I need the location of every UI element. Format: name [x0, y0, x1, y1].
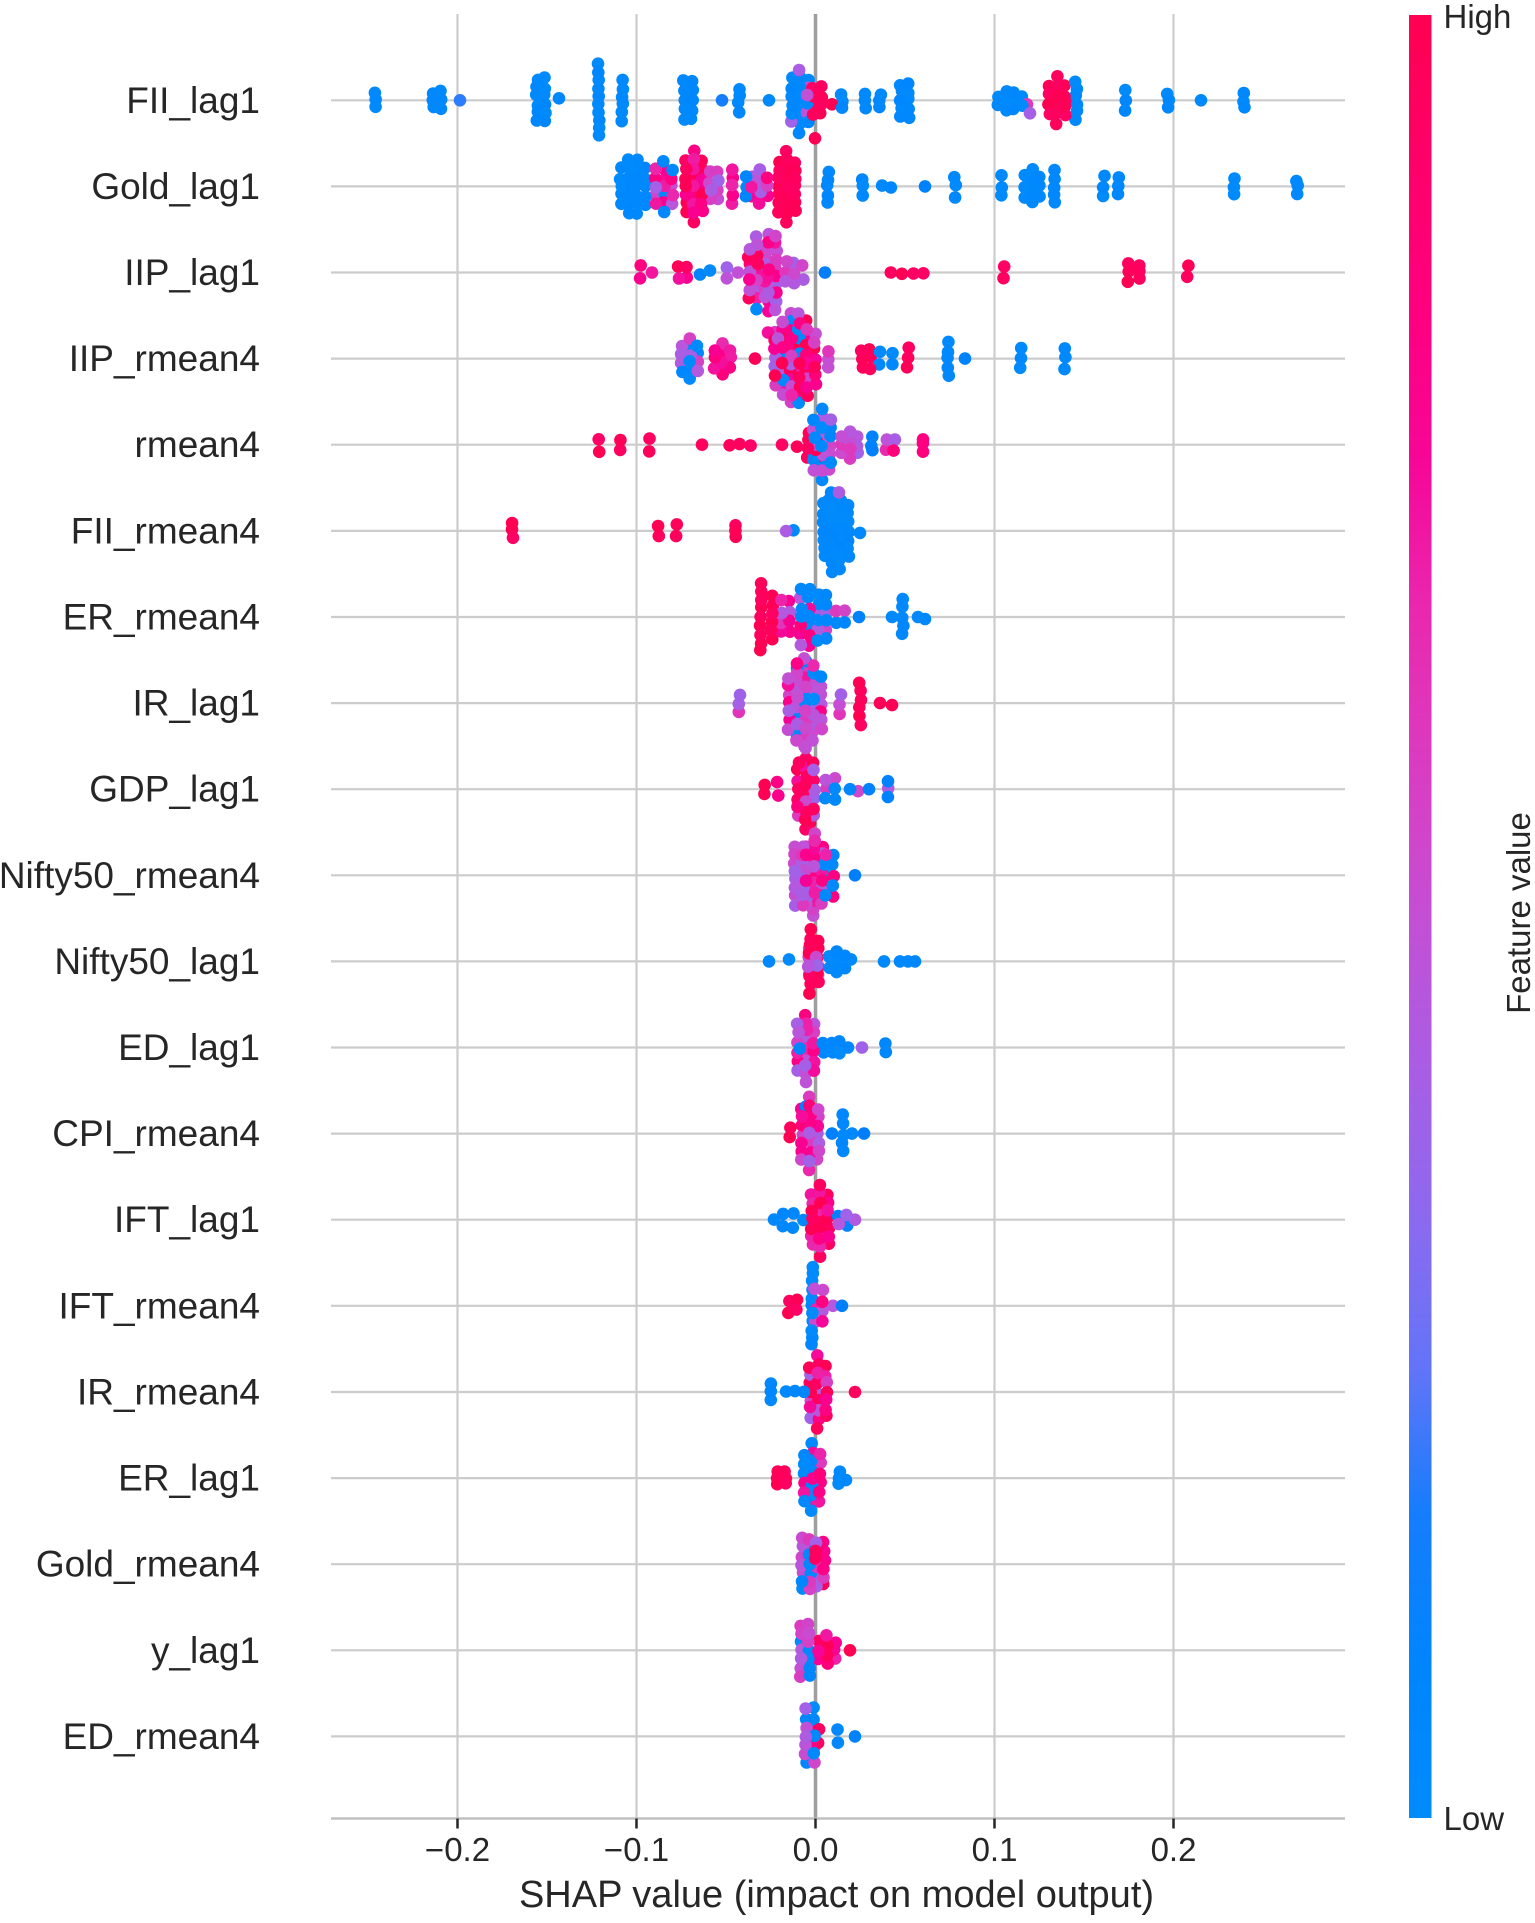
svg-text:−0.2: −0.2	[425, 1831, 490, 1868]
svg-text:IR_rmean4: IR_rmean4	[77, 1372, 260, 1413]
svg-text:IFT_lag1: IFT_lag1	[114, 1199, 260, 1240]
svg-text:High: High	[1444, 0, 1512, 35]
svg-text:Gold_rmean4: Gold_rmean4	[36, 1544, 260, 1585]
svg-text:ER_lag1: ER_lag1	[118, 1458, 260, 1499]
svg-text:Gold_lag1: Gold_lag1	[91, 166, 260, 207]
svg-text:CPI_rmean4: CPI_rmean4	[52, 1113, 260, 1154]
svg-text:SHAP value (impact on model ou: SHAP value (impact on model output)	[519, 1874, 1154, 1916]
svg-text:FII_lag1: FII_lag1	[126, 80, 260, 121]
svg-text:IIP_lag1: IIP_lag1	[124, 252, 260, 293]
svg-text:GDP_lag1: GDP_lag1	[89, 769, 260, 810]
svg-text:Low: Low	[1444, 1800, 1505, 1837]
svg-text:Nifty50_lag1: Nifty50_lag1	[54, 941, 260, 982]
svg-text:Feature value: Feature value	[1500, 812, 1535, 1014]
svg-text:ER_rmean4: ER_rmean4	[63, 597, 260, 638]
svg-text:ED_rmean4: ED_rmean4	[63, 1716, 260, 1757]
svg-text:IIP_rmean4: IIP_rmean4	[69, 338, 260, 379]
svg-text:rmean4: rmean4	[135, 424, 260, 465]
svg-text:0.2: 0.2	[1151, 1831, 1197, 1868]
svg-text:ED_lag1: ED_lag1	[118, 1027, 260, 1068]
svg-text:y_lag1: y_lag1	[151, 1630, 260, 1671]
svg-text:0.0: 0.0	[793, 1831, 839, 1868]
svg-text:−0.1: −0.1	[604, 1831, 669, 1868]
svg-text:IR_lag1: IR_lag1	[132, 683, 260, 724]
svg-text:Nifty50_rmean4: Nifty50_rmean4	[0, 855, 260, 896]
svg-text:0.1: 0.1	[972, 1831, 1018, 1868]
svg-text:IFT_rmean4: IFT_rmean4	[58, 1285, 260, 1326]
svg-text:FII_rmean4: FII_rmean4	[71, 510, 260, 551]
